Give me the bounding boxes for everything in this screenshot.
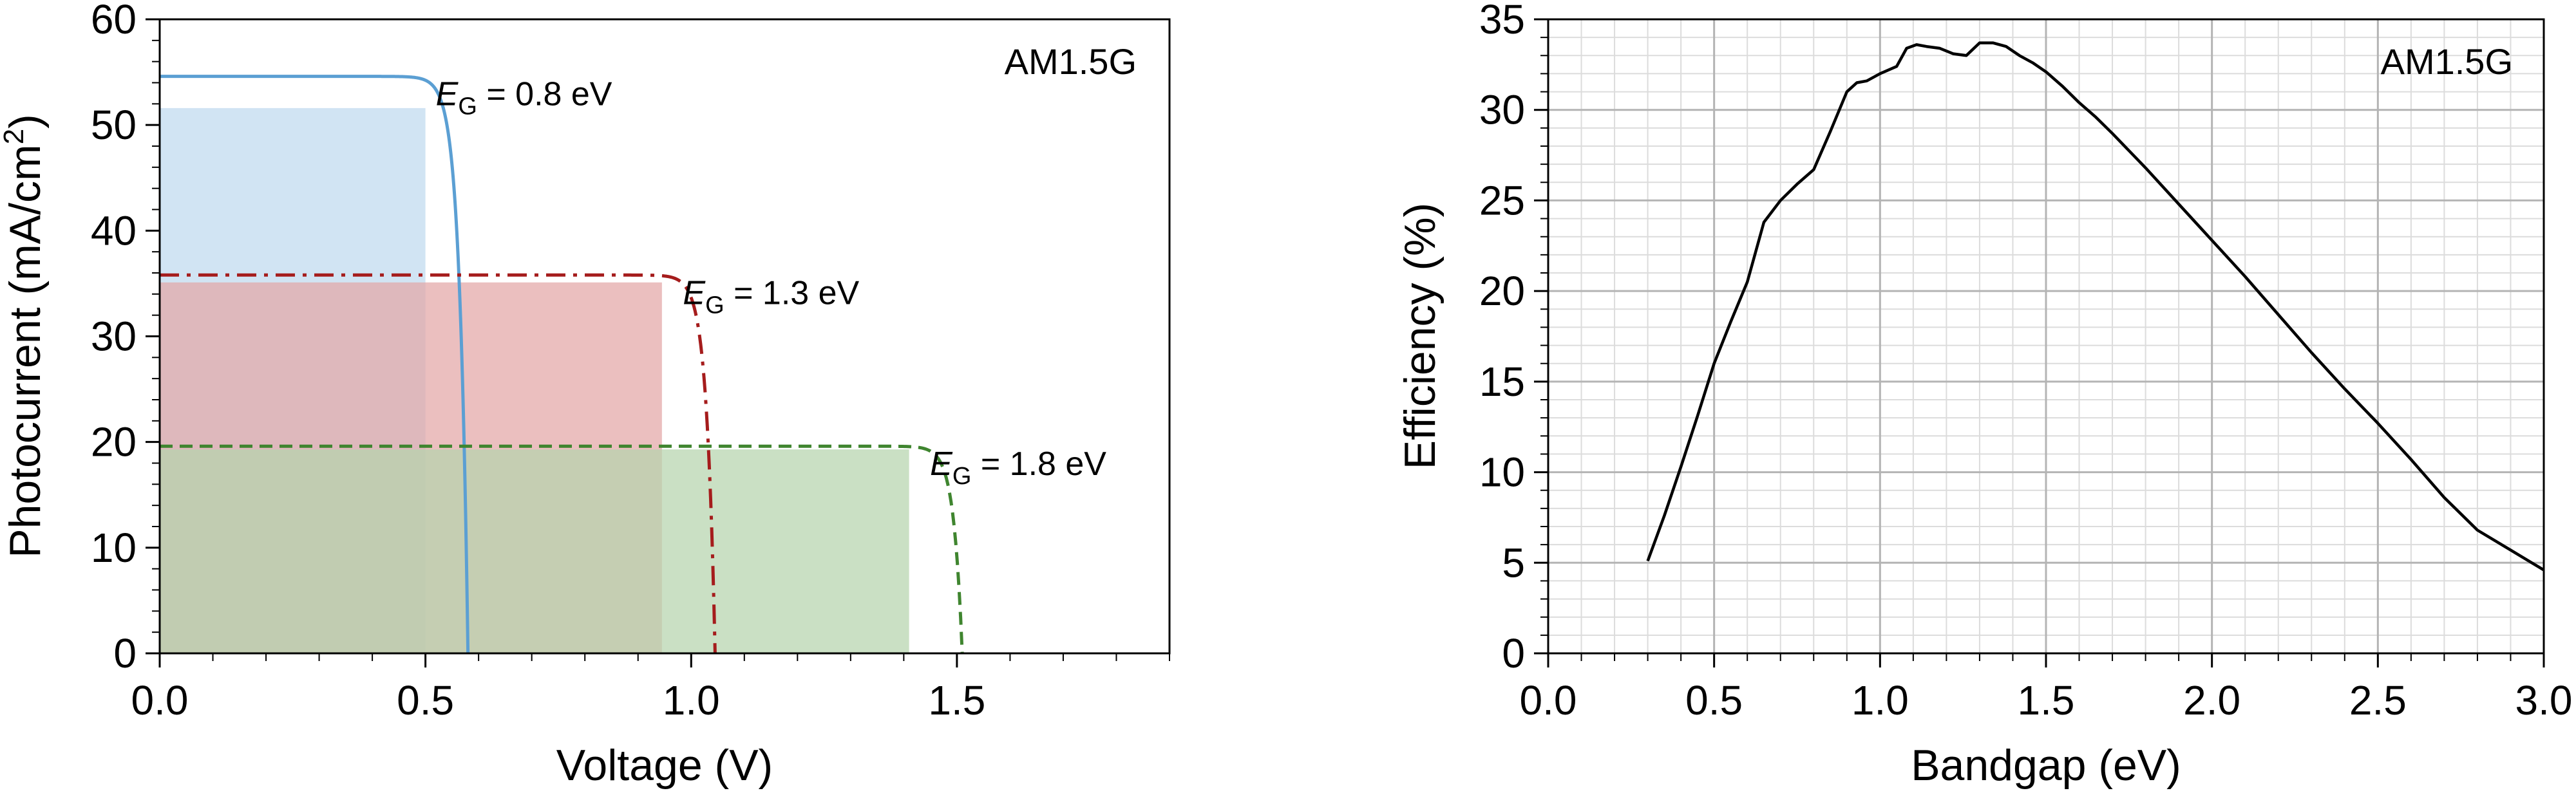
y-tick-label: 40: [91, 207, 137, 254]
power-rectangles: [160, 107, 909, 653]
iv-curve-2: [160, 444, 964, 654]
y-tick-label: 60: [91, 0, 137, 42]
x-tick-label: 0.0: [1520, 677, 1577, 723]
iv-curve-1: [160, 273, 717, 654]
power-rect-2: [160, 449, 909, 653]
x-tick-label: 1.5: [928, 677, 985, 723]
efficiency-x-axis-label: Bandgap (eV): [1911, 741, 2181, 790]
x-tick-label: 2.0: [2183, 677, 2240, 723]
x-tick-label: 0.5: [397, 677, 454, 723]
x-tick-label: 1.0: [663, 677, 720, 723]
iv-series-labels: EG = 0.8 eV EG = 1.3 eV EG = 1.8 eV: [436, 76, 1107, 490]
efficiency-chart: 0.0 0.5 1.0 1.5 2.0 2.5 3.0 0 5 10 15 20 25 30 35 AM1.…: [1396, 0, 2572, 790]
x-tick-label: 1.5: [2018, 677, 2075, 723]
efficiency-curve: [1646, 41, 2545, 572]
y-tick-label: 25: [1479, 177, 1525, 223]
efficiency-axis-ticks: 0.0 0.5 1.0 1.5 2.0 2.5 3.0 0 5 10 15 20 25 30 35: [1479, 0, 2573, 723]
iv-x-axis-label: Voltage (V): [556, 741, 773, 790]
x-tick-label: 2.5: [2349, 677, 2407, 723]
x-tick-label: 0.0: [131, 677, 189, 723]
y-tick-label: 50: [91, 102, 137, 148]
y-tick-label: 20: [1479, 268, 1525, 314]
y-tick-label: 15: [1479, 359, 1525, 405]
iv-spectrum-label: AM1.5G: [1005, 41, 1137, 82]
series-label-0: EG = 0.8 eV: [436, 76, 612, 120]
y-tick-label: 0: [113, 630, 137, 676]
iv-curves: [160, 75, 964, 654]
y-tick-label: 30: [1479, 87, 1525, 133]
efficiency-grid: [1547, 18, 2545, 655]
y-tick-label: 5: [1502, 539, 1525, 586]
x-tick-label: 1.0: [1852, 677, 1909, 723]
y-tick-label: 0: [1502, 630, 1525, 676]
efficiency-spectrum-label: AM1.5G: [2381, 41, 2513, 82]
y-tick-label: 10: [1479, 449, 1525, 496]
series-label-2: EG = 1.8 eV: [930, 445, 1106, 490]
iv-curve-0: [160, 75, 470, 654]
series-label-1: EG = 1.3 eV: [683, 274, 859, 319]
y-tick-label: 35: [1479, 0, 1525, 42]
y-tick-label: 30: [91, 313, 137, 360]
iv-axis-ticks: 0.0 0.5 1.0 1.5 0 10 20 30 40 50 60: [91, 0, 1170, 723]
x-tick-label: 3.0: [2515, 677, 2573, 723]
x-tick-label: 0.5: [1685, 677, 1743, 723]
y-tick-label: 10: [91, 525, 137, 571]
y-tick-label: 20: [91, 419, 137, 465]
iv-y-axis-label: Photocurrent (mA/cm2): [0, 114, 50, 558]
efficiency-y-axis-label: Efficiency (%): [1396, 203, 1444, 469]
